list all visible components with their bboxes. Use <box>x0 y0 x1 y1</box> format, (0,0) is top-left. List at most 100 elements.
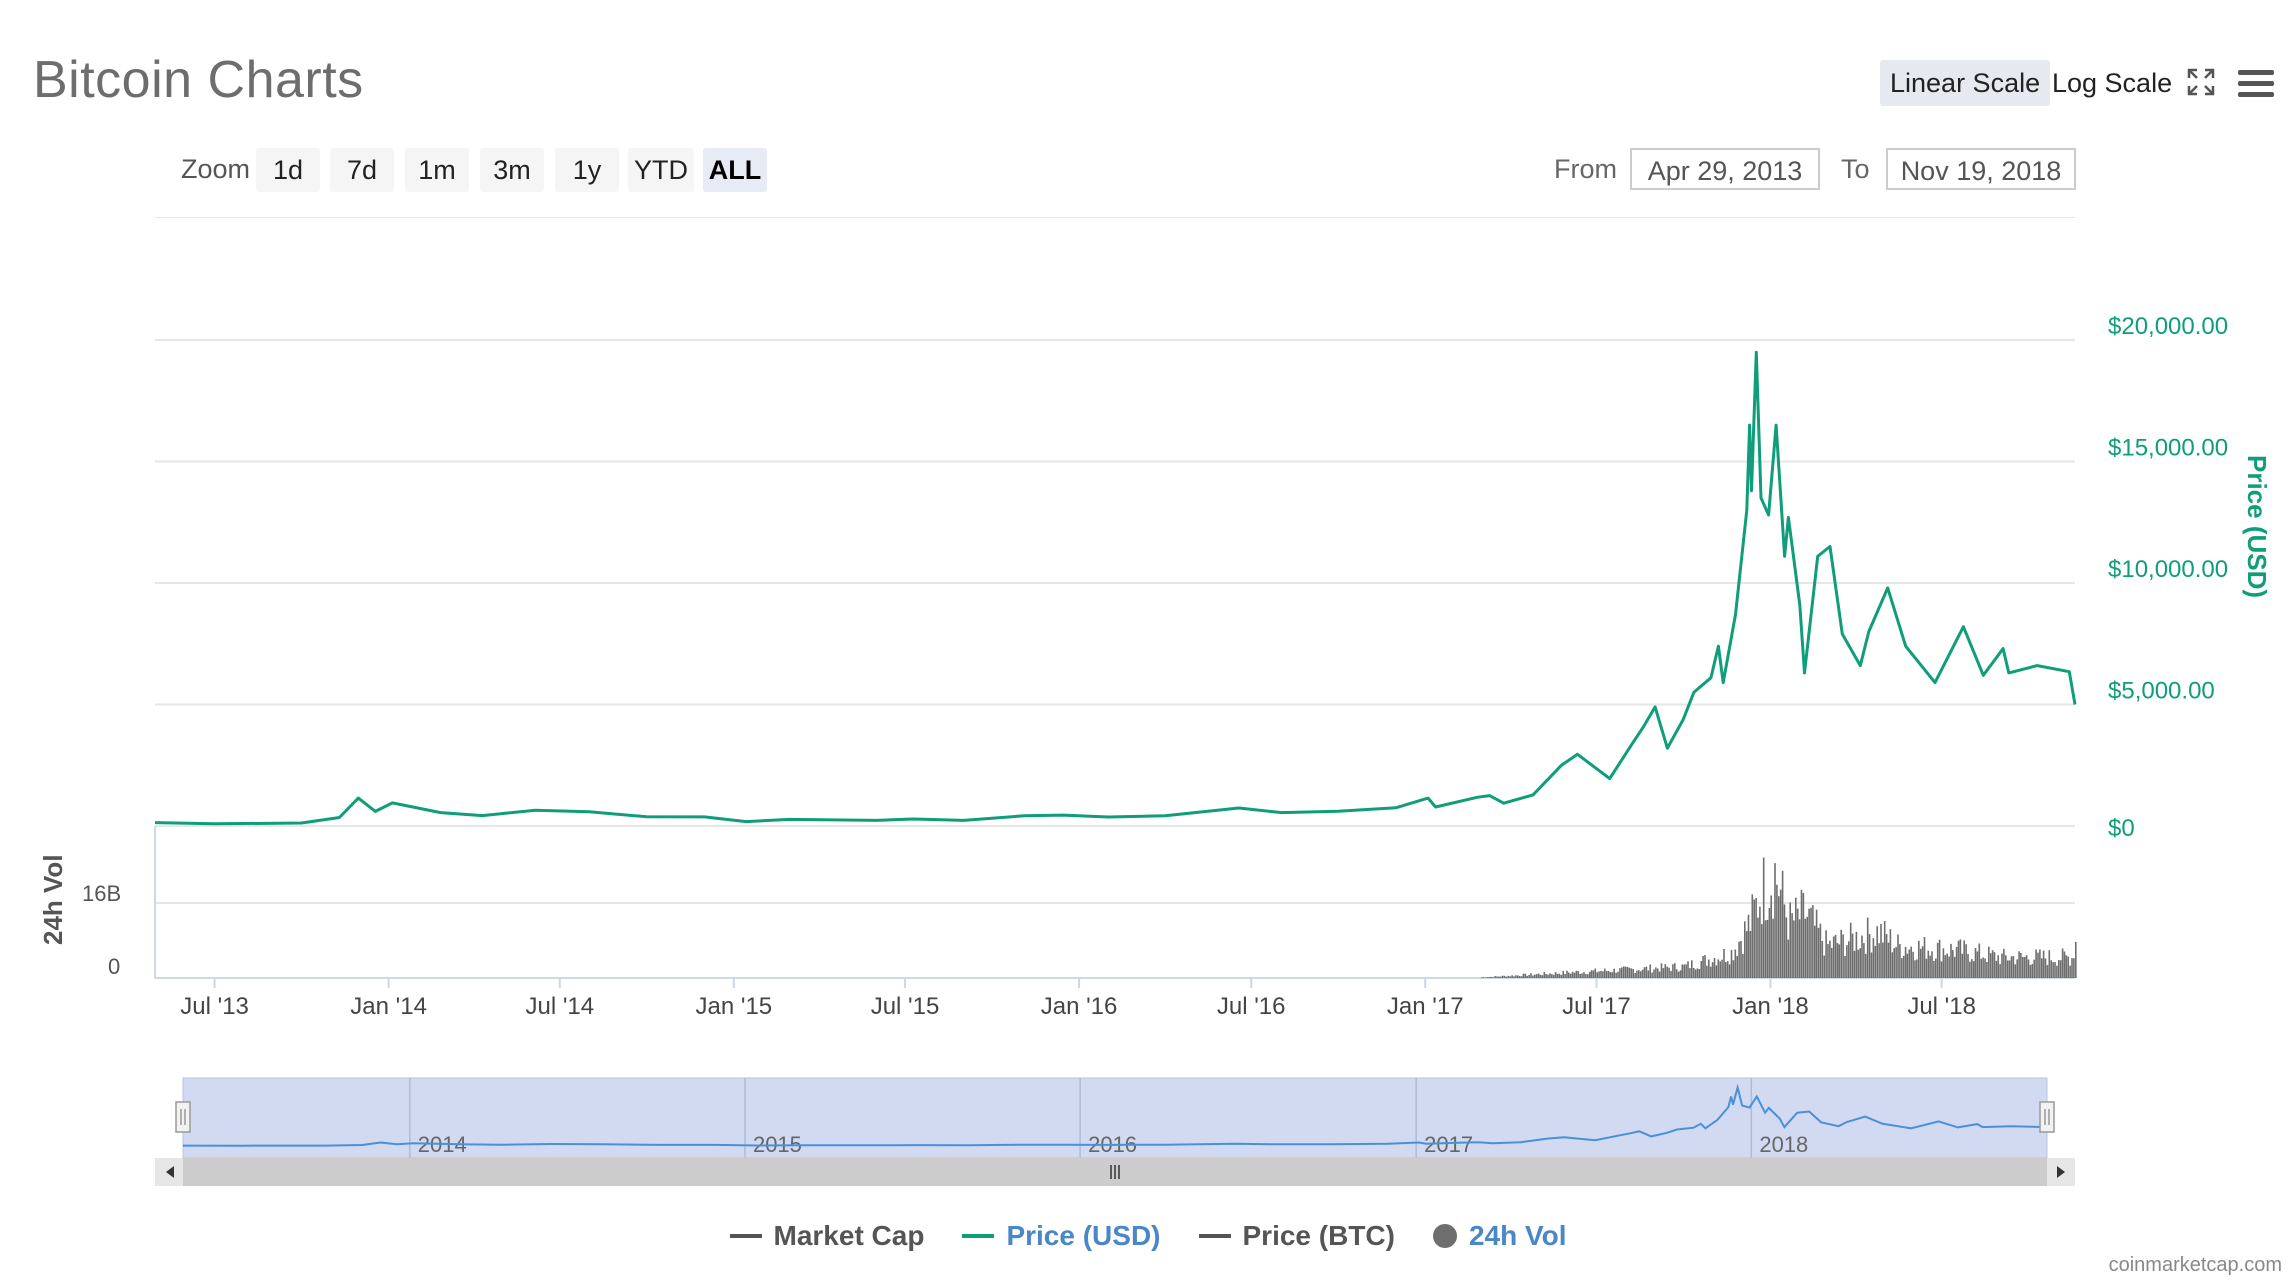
volume-bar <box>1713 958 1716 978</box>
handle-body[interactable] <box>2039 1101 2055 1133</box>
price-tick-label: $5,000.00 <box>2108 678 2215 705</box>
linear-scale-button[interactable]: Linear Scale <box>1880 60 2051 106</box>
volume-bar <box>1885 934 1888 978</box>
volume-bar <box>2039 949 2041 978</box>
volume-bar <box>1704 955 1706 978</box>
volume-bar <box>1785 917 1788 978</box>
zoom-7d-button[interactable]: 7d <box>330 148 394 192</box>
volume-bar <box>1997 955 1999 978</box>
credits-link[interactable]: coinmarketcap.com <box>2108 1254 2282 1276</box>
volume-bar <box>1634 973 1636 978</box>
volume-bar <box>1725 962 1727 978</box>
volume-bar <box>1709 966 1712 978</box>
legend: Market Cap Price (USD) Price (BTC) 24h V… <box>0 1216 2296 1256</box>
volume-bar <box>1989 953 1992 978</box>
volume-bar <box>1988 946 1990 978</box>
volume-bar <box>1993 952 1996 978</box>
zoom-1d-button[interactable]: 1d <box>256 148 320 192</box>
legend-price-usd[interactable]: Price (USD) <box>962 1216 1161 1256</box>
legend-volume[interactable]: 24h Vol <box>1432 1216 1566 1256</box>
volume-bar <box>1622 966 1625 978</box>
volume-bar <box>2025 955 2028 978</box>
volume-bar <box>1914 960 1916 978</box>
volume-bar <box>1515 975 1517 978</box>
volume-bar <box>1607 971 1610 978</box>
volume-bar <box>1587 974 1589 978</box>
volume-bar <box>2063 951 2066 978</box>
volume-bar <box>1969 961 1971 978</box>
volume-bar <box>1526 975 1528 978</box>
volume-bar <box>1955 947 1958 978</box>
volume-bar <box>1685 964 1687 978</box>
log-scale-button[interactable]: Log Scale <box>2052 68 2173 98</box>
volume-bar <box>1978 943 1981 978</box>
price-usd-line[interactable] <box>154 350 2077 826</box>
volume-bar <box>1950 943 1952 978</box>
from-date-input[interactable]: Apr 29, 2013 <box>1630 148 1820 190</box>
volume-bar <box>1857 949 1860 978</box>
volume-bar <box>1878 943 1880 978</box>
legend-market-cap[interactable]: Market Cap <box>729 1216 924 1256</box>
volume-bar <box>1719 961 1721 978</box>
volume-bar <box>1619 968 1621 978</box>
navigator-left-handle[interactable] <box>175 1101 191 1133</box>
volume-bar <box>1517 975 1519 978</box>
volume-bar <box>1918 940 1920 978</box>
volume-bar <box>1980 958 1982 978</box>
volume-bar <box>2071 958 2073 978</box>
volume-bar <box>1653 969 1655 978</box>
volume-bar <box>1511 975 1513 978</box>
volume-bar <box>1798 919 1801 978</box>
volume-bar <box>2001 953 2003 978</box>
volume-bar <box>1836 943 1839 978</box>
volume-bar <box>1520 976 1523 978</box>
volume-bar <box>1583 972 1585 978</box>
volume-bar <box>1692 968 1695 978</box>
volume-bar <box>1755 898 1757 978</box>
volume-bar <box>1613 968 1615 978</box>
volume-bar <box>1552 974 1555 978</box>
volume-bar <box>1602 971 1604 978</box>
zoom-1m-button[interactable]: 1m <box>405 148 469 192</box>
volume-bar <box>1545 974 1547 978</box>
volume-swatch <box>1432 1224 1457 1248</box>
price-tick-label: $0 <box>2108 815 2135 842</box>
volume-bar <box>1938 939 1941 978</box>
volume-bar <box>1668 967 1670 978</box>
volume-bar <box>1571 971 1574 978</box>
volume-bar <box>1482 977 1485 978</box>
volume-bar <box>1696 968 1699 978</box>
volume-bar <box>1594 968 1597 978</box>
zoom-all-button[interactable]: ALL <box>703 148 767 192</box>
volume-bar <box>1664 964 1667 978</box>
volume-bar <box>1796 908 1799 978</box>
volume-bar <box>1967 953 1969 978</box>
volume-bar <box>1953 956 1956 978</box>
volume-bar <box>1982 957 1984 978</box>
volume-bar <box>1518 976 1521 978</box>
zoom-label: Zoom <box>181 154 251 184</box>
volume-bar <box>1842 934 1844 978</box>
market-cap-swatch <box>729 1234 762 1238</box>
legend-price-btc[interactable]: Price (BTC) <box>1198 1216 1395 1256</box>
zoom-1y-button[interactable]: 1y <box>555 148 619 192</box>
volume-bar <box>1791 913 1793 978</box>
fullscreen-icon[interactable] <box>2186 67 2216 97</box>
volume-bar <box>1781 870 1784 978</box>
zoom-3m-button[interactable]: 3m <box>480 148 544 192</box>
volume-bar <box>1488 977 1491 978</box>
volume-bar <box>1795 897 1797 978</box>
handle-body[interactable] <box>175 1101 191 1133</box>
volume-bar <box>1547 974 1549 978</box>
menu-icon[interactable] <box>2238 70 2274 98</box>
price-btc-swatch <box>1198 1234 1231 1238</box>
volume-bar <box>1931 951 1933 978</box>
navigator-right-handle[interactable] <box>2039 1101 2055 1133</box>
volume-bar <box>1923 937 1926 978</box>
volume-bar <box>1831 947 1833 978</box>
volume-bar <box>1681 964 1684 978</box>
volume-bar <box>1880 923 1882 978</box>
to-date-input[interactable]: Nov 19, 2018 <box>1886 148 2076 190</box>
zoom-ytd-button[interactable]: YTD <box>628 148 694 192</box>
